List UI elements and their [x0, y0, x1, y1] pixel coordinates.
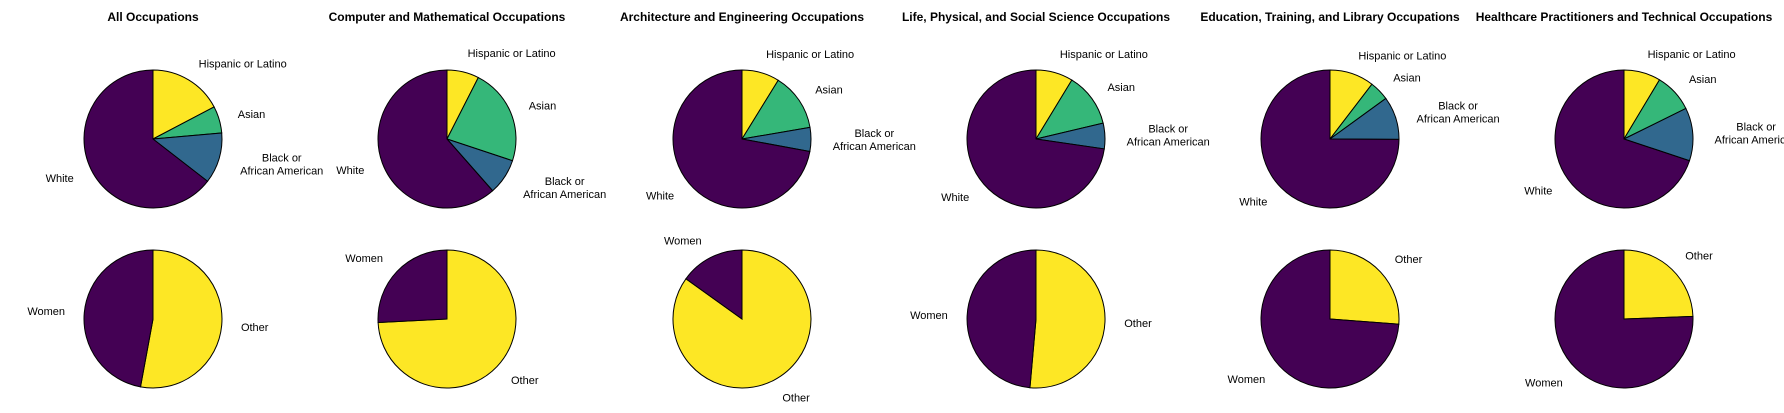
pie-label-race-asian: Asian: [238, 109, 266, 121]
panel-life-physical-and-social-science-occupations: Life, Physical, and Social Science Occup…: [902, 10, 1210, 389]
race-pie: Hispanic or Latino Asian Black or African A…: [46, 58, 323, 209]
pie-label-race-hispanic-or-latino: Hispanic or Latino: [766, 49, 854, 61]
pie-slice-race-hispanic-or-latino: [152, 69, 215, 140]
pie-label-gender-women: Women: [1525, 378, 1563, 390]
pie-label-race-hispanic-or-latino: Hispanic or Latino: [1358, 50, 1446, 62]
pie-slice-gender-women: [1260, 249, 1400, 389]
panel-all-occupations: All Occupations Hispanic or Latino Asian Bl…: [27, 10, 323, 389]
panel-title: Education, Training, and Library Occupat…: [1200, 10, 1460, 24]
panel-title: Life, Physical, and Social Science Occup…: [902, 10, 1170, 24]
pie-label-race-hispanic-or-latino: Hispanic or Latino: [199, 58, 287, 70]
pie-slice-gender-other: [1623, 249, 1694, 320]
pie-label-race-asian: Asian: [815, 85, 843, 97]
pie-label-race-asian: Asian: [1107, 82, 1135, 94]
pie-label-race-hispanic-or-latino: Hispanic or Latino: [1060, 49, 1148, 61]
gender-pie: Other Women: [664, 235, 812, 405]
pie-label-gender-women: Women: [910, 310, 948, 322]
pie-label-race-hispanic-or-latino: Hispanic or Latino: [1648, 49, 1736, 61]
race-pie: Hispanic or Latino Asian Black or African A…: [336, 48, 606, 209]
pie-slice-race-white: [1554, 69, 1691, 209]
pie-label-gender-women: Women: [345, 253, 383, 265]
pie-slice-gender-other: [1329, 249, 1400, 325]
pie-label-race-white: White: [336, 165, 364, 177]
pie-slice-gender-women: [83, 249, 154, 388]
pie-label-gender-other: Other: [1395, 254, 1423, 266]
race-pie: Hispanic or Latino Asian Black or African A…: [646, 49, 916, 209]
pie-label-race-white: White: [1239, 196, 1267, 208]
pie-label-race-white: White: [46, 173, 74, 185]
race-pie: Hispanic or Latino Asian Black or African A…: [1239, 50, 1500, 209]
pie-slice-gender-women: [966, 249, 1037, 389]
gender-pie: Other Women: [1228, 249, 1423, 389]
pie-label-gender-other: Other: [782, 393, 810, 405]
race-pie: Hispanic or Latino Asian Black or African A…: [1524, 49, 1784, 209]
pie-label-gender-other: Other: [1685, 250, 1713, 262]
pie-label-race-hispanic-or-latino: Hispanic or Latino: [468, 48, 556, 60]
pie-slice-gender-women: [1554, 249, 1694, 389]
pie-slice-gender-other: [1029, 249, 1106, 389]
panel-architecture-and-engineering-occupations: Architecture and Engineering Occupations…: [620, 10, 916, 405]
race-pie: Hispanic or Latino Asian Black or African A…: [941, 49, 1210, 209]
pie-label-gender-women: Women: [664, 235, 702, 247]
pie-label-gender-other: Other: [241, 322, 269, 334]
pie-slice-race-white: [1260, 69, 1400, 209]
pie-slice-race-asian: [740, 79, 811, 140]
gender-pie: Other Women: [27, 249, 269, 389]
gender-pie: Other Women: [345, 249, 539, 389]
pie-label-race-white: White: [646, 191, 674, 203]
pie-slice-gender-women: [685, 249, 743, 320]
pie-label-race-white: White: [1524, 186, 1552, 198]
pie-label-race-asian: Asian: [1689, 74, 1717, 86]
pie-label-gender-women: Women: [27, 306, 65, 318]
pie-slice-gender-women: [377, 249, 448, 323]
gender-pie: Other Women: [910, 249, 1152, 389]
pie-slice-race-white: [83, 69, 209, 209]
pie-label-gender-other: Other: [511, 375, 539, 387]
pie-slice-race-white: [966, 69, 1105, 209]
panel-title: Healthcare Practitioners and Technical O…: [1476, 10, 1773, 24]
panel-healthcare-practitioners-and-technical-occupations: Healthcare Practitioners and Technical O…: [1476, 10, 1784, 390]
panel-education-training-and-library-occupations: Education, Training, and Library Occupat…: [1200, 10, 1500, 389]
panel-title: Architecture and Engineering Occupations: [620, 10, 864, 24]
panel-computer-and-mathematical-occupations: Computer and Mathematical Occupations His…: [329, 10, 606, 389]
pie-label-race-asian: Asian: [1393, 72, 1421, 84]
gender-pie: Other Women: [1525, 249, 1713, 390]
pie-slice-race-asian: [446, 76, 517, 162]
pie-label-race-white: White: [941, 192, 969, 204]
pie-slice-race-white: [672, 69, 811, 209]
pie-label-race-asian: Asian: [529, 100, 557, 112]
panel-title: All Occupations: [107, 10, 199, 24]
pie-label-gender-other: Other: [1124, 318, 1152, 330]
pie-label-gender-women: Women: [1228, 374, 1266, 386]
pie-slice-race-white: [377, 69, 494, 209]
panel-title: Computer and Mathematical Occupations: [329, 10, 566, 24]
pie-slice-gender-other: [139, 249, 223, 389]
